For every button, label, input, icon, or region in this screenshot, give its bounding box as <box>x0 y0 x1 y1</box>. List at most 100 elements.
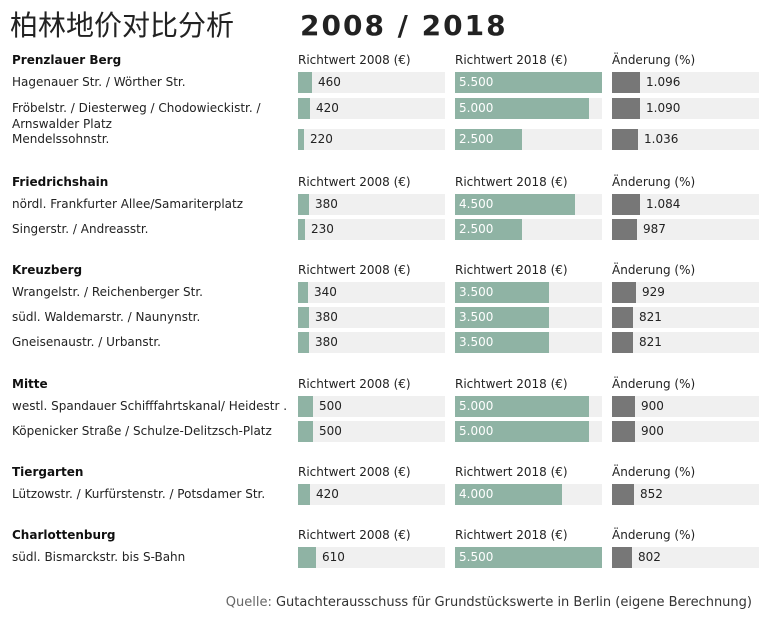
value-label-aenderung: 1.096 <box>646 75 681 89</box>
source-prefix: Quelle: <box>225 595 272 610</box>
value-label-richtwert-2008: 610 <box>322 550 345 564</box>
value-label-aenderung: 852 <box>640 487 663 501</box>
bar-richtwert-2008 <box>298 98 310 119</box>
value-label-aenderung: 900 <box>641 399 664 413</box>
value-label-richtwert-2018: 5.000 <box>459 101 494 115</box>
value-label-richtwert-2008: 220 <box>310 132 333 146</box>
value-label-aenderung: 987 <box>643 222 666 236</box>
column-header-richtwert-2018: Richtwert 2018 (€) <box>455 528 568 542</box>
row-label: Hagenauer Str. / Wörther Str. <box>12 75 186 89</box>
bar-cell-richtwert-2008: 460 <box>298 72 445 93</box>
bar-cell-richtwert-2008: 340 <box>298 282 445 303</box>
district-heading: Tiergarten <box>12 465 84 479</box>
bar-cell-aenderung: 1.084 <box>612 194 759 215</box>
bar-richtwert-2008 <box>298 72 312 93</box>
row-label: Köpenicker Straße / Schulze-Delitzsch-Pl… <box>12 424 272 438</box>
bar-richtwert-2018 <box>455 282 549 303</box>
value-label-richtwert-2018: 5.000 <box>459 424 494 438</box>
column-header-aenderung: Änderung (%) <box>612 528 696 542</box>
bar-cell-richtwert-2008: 420 <box>298 98 445 119</box>
bar-cell-richtwert-2008: 230 <box>298 219 445 240</box>
column-header-richtwert-2008: Richtwert 2008 (€) <box>298 528 411 542</box>
row-label: Fröbelstr. / Diesterweg / Chodowieckistr… <box>12 101 261 131</box>
bar-aenderung <box>612 194 640 215</box>
district-heading: Kreuzberg <box>12 263 83 277</box>
bar-cell-aenderung: 821 <box>612 307 759 328</box>
value-label-richtwert-2008: 500 <box>319 424 342 438</box>
bar-richtwert-2018 <box>455 547 602 568</box>
page-title: 柏林地价对比分析 <box>10 9 235 42</box>
district-heading: Friedrichshain <box>12 175 109 189</box>
bar-cell-aenderung: 821 <box>612 332 759 353</box>
value-label-aenderung: 1.036 <box>644 132 679 146</box>
row-label: Gneisenaustr. / Urbanstr. <box>12 335 161 349</box>
column-header-aenderung: Änderung (%) <box>612 377 696 391</box>
bar-cell-richtwert-2018: 5.500 <box>455 547 602 568</box>
district-heading: Mitte <box>12 377 48 391</box>
bar-aenderung <box>612 547 632 568</box>
value-label-richtwert-2018: 3.500 <box>459 285 494 299</box>
bar-richtwert-2008 <box>298 484 310 505</box>
value-label-richtwert-2008: 380 <box>315 197 338 211</box>
bar-aenderung <box>612 282 636 303</box>
bar-richtwert-2008 <box>298 129 304 150</box>
value-label-richtwert-2008: 230 <box>311 222 334 236</box>
column-header-aenderung: Änderung (%) <box>612 263 696 277</box>
bar-cell-richtwert-2008: 380 <box>298 332 445 353</box>
bar-aenderung <box>612 307 633 328</box>
value-label-aenderung: 1.090 <box>646 101 681 115</box>
column-header-aenderung: Änderung (%) <box>612 53 696 67</box>
value-label-aenderung: 802 <box>638 550 661 564</box>
row-label: Singerstr. / Andreasstr. <box>12 222 149 236</box>
bar-aenderung <box>612 72 640 93</box>
row-label: Mendelssohnstr. <box>12 132 110 146</box>
bar-richtwert-2008 <box>298 396 313 417</box>
bar-richtwert-2008 <box>298 547 316 568</box>
column-header-richtwert-2018: Richtwert 2018 (€) <box>455 175 568 189</box>
district-heading: Charlottenburg <box>12 528 116 542</box>
column-header-richtwert-2008: Richtwert 2008 (€) <box>298 465 411 479</box>
bar-richtwert-2008 <box>298 332 309 353</box>
bar-cell-richtwert-2008: 420 <box>298 484 445 505</box>
value-label-richtwert-2008: 380 <box>315 335 338 349</box>
column-header-richtwert-2018: Richtwert 2018 (€) <box>455 377 568 391</box>
value-label-aenderung: 1.084 <box>646 197 681 211</box>
bar-cell-aenderung: 802 <box>612 547 759 568</box>
bar-aenderung <box>612 98 640 119</box>
bar-cell-aenderung: 987 <box>612 219 759 240</box>
bar-cell-richtwert-2018: 3.500 <box>455 307 602 328</box>
value-label-richtwert-2008: 340 <box>314 285 337 299</box>
value-label-richtwert-2008: 380 <box>315 310 338 324</box>
bar-aenderung <box>612 421 635 442</box>
bar-richtwert-2008 <box>298 219 305 240</box>
row-label: südl. Waldemarstr. / Naunynstr. <box>12 310 201 324</box>
bar-cell-richtwert-2018: 3.500 <box>455 332 602 353</box>
bar-richtwert-2018 <box>455 396 589 417</box>
bar-richtwert-2018 <box>455 129 522 150</box>
bar-richtwert-2018 <box>455 484 562 505</box>
column-header-richtwert-2008: Richtwert 2008 (€) <box>298 377 411 391</box>
source-text: Gutachterausschuss für Grundstückswerte … <box>275 595 752 610</box>
bar-cell-richtwert-2018: 4.500 <box>455 194 602 215</box>
row-label: südl. Bismarckstr. bis S-Bahn <box>12 550 186 564</box>
bar-cell-aenderung: 1.096 <box>612 72 759 93</box>
value-label-richtwert-2008: 420 <box>316 101 339 115</box>
row-label: Lützowstr. / Kurfürstenstr. / Potsdamer … <box>12 487 266 501</box>
bar-cell-richtwert-2008: 610 <box>298 547 445 568</box>
value-label-aenderung: 821 <box>639 310 662 324</box>
bar-cell-richtwert-2018: 2.500 <box>455 129 602 150</box>
bar-aenderung <box>612 129 638 150</box>
value-label-richtwert-2018: 2.500 <box>459 222 494 236</box>
value-label-richtwert-2008: 460 <box>318 75 341 89</box>
value-label-richtwert-2018: 4.500 <box>459 197 494 211</box>
bar-cell-aenderung: 900 <box>612 421 759 442</box>
bar-cell-richtwert-2018: 5.000 <box>455 421 602 442</box>
bar-richtwert-2018 <box>455 98 589 119</box>
bar-aenderung <box>612 219 637 240</box>
bar-cell-richtwert-2018: 5.000 <box>455 98 602 119</box>
bar-richtwert-2018 <box>455 219 522 240</box>
bar-richtwert-2018 <box>455 332 549 353</box>
bar-cell-aenderung: 900 <box>612 396 759 417</box>
column-header-richtwert-2018: Richtwert 2018 (€) <box>455 263 568 277</box>
